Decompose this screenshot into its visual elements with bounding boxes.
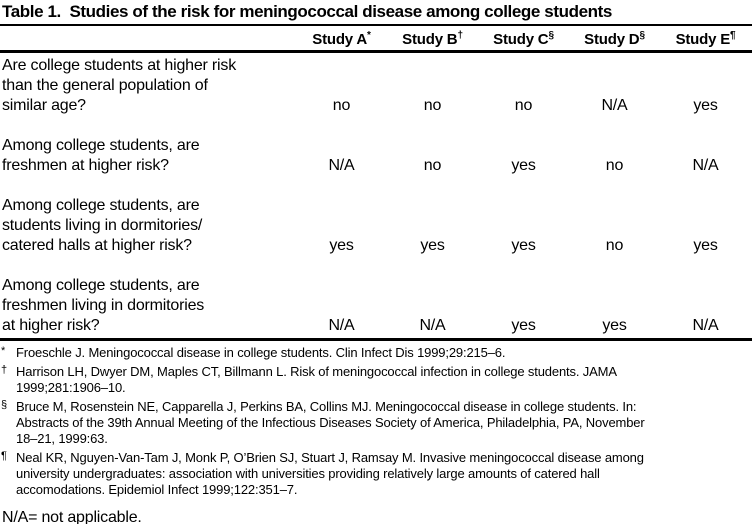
value-cell: N/A <box>419 317 446 334</box>
footnote: † Harrison LH, Dwyer DM, Maples CT, Bill… <box>0 364 752 396</box>
footnote-marker-ref: * <box>367 30 371 41</box>
value-cell: N/A <box>328 317 355 334</box>
column-header-label: Study E <box>675 31 731 48</box>
column-header-study-c: Study C§ <box>478 30 569 48</box>
column-header-label: Study B <box>402 31 458 48</box>
footnote-marker-ref: ¶ <box>730 30 736 41</box>
question-cell: Among college students, are freshmen liv… <box>2 277 205 334</box>
value-cell: N/A <box>601 97 628 114</box>
footnote: § Bruce M, Rosenstein NE, Capparella J, … <box>0 399 752 447</box>
footnote-marker: * <box>1 345 6 357</box>
table-row: Among college students, are freshmen at … <box>0 136 752 176</box>
value-cell: yes <box>329 237 354 254</box>
value-cell: no <box>514 97 533 114</box>
footnote-text: Froeschle J. Meningococcal disease in co… <box>16 345 506 360</box>
column-header-label: Study D <box>584 31 640 48</box>
header-rule <box>0 50 752 53</box>
table-row: Among college students, are freshmen liv… <box>0 276 752 336</box>
footnote-marker-ref: † <box>457 30 463 41</box>
value-cell: yes <box>511 317 536 334</box>
table-header-row: Study A* Study B† Study C§ Study D§ Stud… <box>0 26 752 50</box>
value-cell: no <box>605 157 624 174</box>
column-header-study-b: Study B† <box>387 30 478 48</box>
value-cell: no <box>423 97 442 114</box>
na-definition-note: N/A= not applicable. <box>2 509 142 524</box>
value-cell: no <box>605 237 624 254</box>
footnote-marker: § <box>1 399 7 411</box>
question-cell: Are college students at higher risk than… <box>2 57 237 114</box>
footnote-marker-ref: § <box>639 30 645 41</box>
footnote-text: Bruce M, Rosenstein NE, Capparella J, Pe… <box>16 399 645 446</box>
value-cell: no <box>332 97 351 114</box>
title-rule <box>0 24 752 26</box>
row-label-column-header <box>0 30 296 48</box>
value-cell: no <box>423 157 442 174</box>
value-cell: yes <box>602 317 627 334</box>
footer-rule <box>0 338 752 341</box>
column-header-study-e: Study E¶ <box>660 30 751 48</box>
column-header-label: Study A <box>312 31 367 48</box>
footnotes: * Froeschle J. Meningococcal disease in … <box>0 341 752 498</box>
footnote-marker: ¶ <box>1 450 7 462</box>
table-row: Are college students at higher risk than… <box>0 56 752 116</box>
table-row: Among college students, are students liv… <box>0 196 752 256</box>
question-cell: Among college students, are students liv… <box>2 197 203 254</box>
value-cell: yes <box>693 237 718 254</box>
footnote-text: Harrison LH, Dwyer DM, Maples CT, Billma… <box>16 364 617 395</box>
footnote-marker: † <box>1 364 7 376</box>
footnote-marker-ref: § <box>548 30 554 41</box>
value-cell: yes <box>693 97 718 114</box>
column-header-label: Study C <box>493 31 549 48</box>
table-body: Are college students at higher risk than… <box>0 53 752 336</box>
column-header-study-a: Study A* <box>296 30 387 48</box>
footnote: * Froeschle J. Meningococcal disease in … <box>0 345 752 361</box>
value-cell: yes <box>511 237 536 254</box>
question-cell: Among college students, are freshmen at … <box>2 137 200 174</box>
value-cell: yes <box>420 237 445 254</box>
footnote-text: Neal KR, Nguyen-Van-Tam J, Monk P, O’Bri… <box>16 450 644 497</box>
table-title: Table 1. Studies of the risk for meningo… <box>2 2 612 21</box>
value-cell: N/A <box>328 157 355 174</box>
footnote: ¶ Neal KR, Nguyen-Van-Tam J, Monk P, O’B… <box>0 450 752 498</box>
value-cell: N/A <box>692 157 719 174</box>
value-cell: yes <box>511 157 536 174</box>
value-cell: N/A <box>692 317 719 334</box>
column-header-study-d: Study D§ <box>569 30 660 48</box>
